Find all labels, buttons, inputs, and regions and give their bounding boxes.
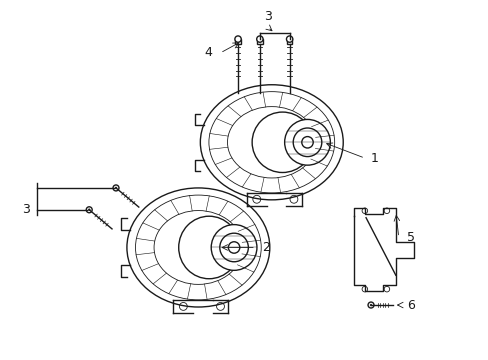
- Circle shape: [361, 286, 367, 292]
- Text: 3: 3: [264, 10, 271, 23]
- Circle shape: [113, 185, 119, 191]
- Text: 6: 6: [406, 298, 414, 311]
- Circle shape: [284, 120, 330, 165]
- Circle shape: [86, 207, 92, 213]
- Text: 3: 3: [22, 203, 30, 216]
- Circle shape: [361, 208, 367, 213]
- Circle shape: [88, 209, 90, 211]
- Bar: [257, 39, 262, 44]
- Circle shape: [286, 36, 292, 42]
- Circle shape: [384, 286, 389, 292]
- Bar: [235, 39, 240, 44]
- Circle shape: [369, 304, 371, 306]
- Bar: [286, 39, 292, 44]
- Circle shape: [234, 36, 241, 42]
- Circle shape: [367, 302, 373, 308]
- Text: 2: 2: [262, 241, 269, 254]
- Circle shape: [256, 36, 263, 42]
- Circle shape: [211, 225, 256, 270]
- Circle shape: [384, 208, 389, 213]
- Circle shape: [115, 187, 117, 189]
- Text: 1: 1: [370, 152, 378, 165]
- Text: 5: 5: [406, 231, 414, 244]
- Text: 4: 4: [204, 46, 212, 59]
